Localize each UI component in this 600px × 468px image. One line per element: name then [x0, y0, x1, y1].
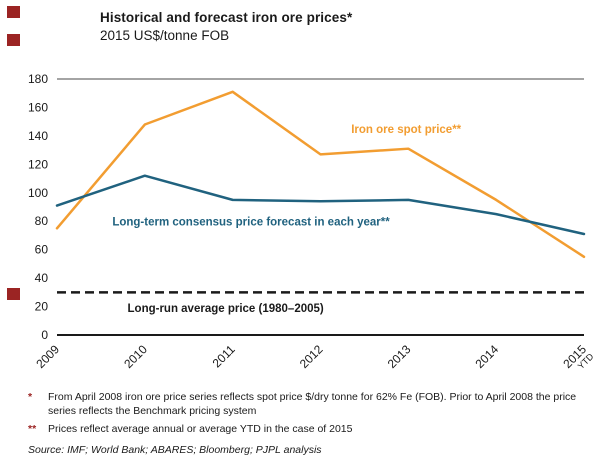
x-tick-label: 2010 [121, 342, 150, 371]
annotation-long-run-average-price-1980-2005: Long-run average price (1980–2005) [128, 303, 324, 315]
y-tick-label: 120 [28, 157, 48, 171]
y-tick-label: 40 [35, 271, 49, 285]
footnote: * From April 2008 iron ore price series … [28, 390, 592, 418]
y-tick-label: 140 [28, 129, 48, 143]
x-tick-label: 2009 [33, 342, 62, 371]
footnote-text: Prices reflect average annual or average… [48, 423, 353, 436]
x-tick-label: 2015YTD [560, 342, 595, 377]
y-tick-label: 0 [41, 328, 48, 342]
x-tick-label: 2012 [297, 342, 326, 371]
footnote-marker: ** [28, 423, 37, 436]
series-line-long-term-consensus-price-forecast-in-each-year [55, 174, 586, 236]
x-tick-label: 2014 [473, 342, 502, 371]
y-tick-label: 100 [28, 186, 48, 200]
footnote-marker: * [28, 391, 33, 403]
y-tick-label: 80 [35, 214, 49, 228]
annotation-long-term-consensus-price-forecast-in-each-year: Long-term consensus price forecast in ea… [112, 216, 390, 228]
brand-square [7, 6, 20, 18]
source-line: Source: IMF; World Bank; ABARES; Bloombe… [28, 444, 322, 456]
chart-title: Historical and forecast iron ore prices* [100, 10, 353, 25]
y-tick-label: 60 [35, 243, 49, 257]
chart-subtitle: 2015 US$/tonne FOB [100, 28, 230, 43]
price-chart: 0 20 40 60 80 100 120 140 160 180 2009 2010 2011 2012… [28, 72, 596, 377]
footnote-text: From April 2008 iron ore price series re… [48, 391, 577, 418]
y-tick-label: 160 [28, 100, 48, 114]
chart-header: Historical and forecast iron ore prices*… [100, 10, 352, 43]
y-tick-label: 180 [28, 72, 48, 86]
footnotes: * From April 2008 iron ore price series … [28, 390, 592, 441]
x-tick-label: 2011 [210, 342, 238, 370]
series-line-iron-ore-spot-price [55, 90, 586, 259]
footnote: ** Prices reflect average annual or aver… [28, 422, 592, 436]
y-tick-label: 20 [35, 300, 49, 314]
annotation-iron-ore-spot-price: Iron ore spot price** [351, 124, 461, 136]
brand-square [7, 288, 20, 300]
x-tick-label: 2013 [385, 342, 414, 371]
brand-square [7, 34, 20, 46]
